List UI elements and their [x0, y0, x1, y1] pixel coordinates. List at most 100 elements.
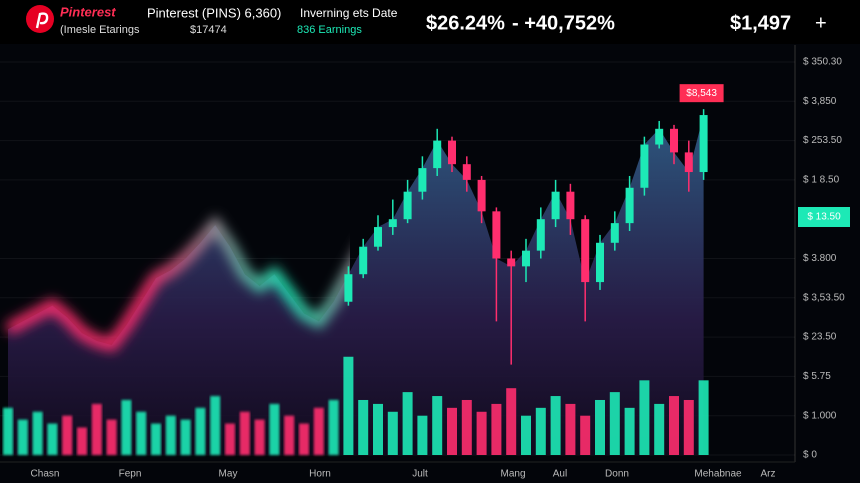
volume-bar	[624, 407, 635, 455]
volume-bar	[195, 407, 206, 455]
y-tick-label: $ 253.50	[803, 135, 842, 146]
candle-body	[625, 187, 634, 224]
volume-bar	[447, 407, 457, 455]
volume-bar	[62, 415, 73, 455]
x-tick-label: May	[219, 469, 238, 480]
candle-body	[448, 140, 456, 165]
volume-bar	[417, 415, 428, 455]
volume-bar	[284, 415, 295, 455]
candle-body	[492, 211, 501, 259]
x-tick-label: Fepn	[119, 469, 142, 480]
x-tick-label: Donn	[605, 469, 629, 480]
volume-bar	[210, 396, 221, 455]
x-tick-label: Jult	[412, 469, 428, 480]
candle-body	[344, 274, 353, 302]
candle-body	[596, 242, 604, 283]
y-tick-label: $ 350.30	[803, 57, 842, 68]
volume-bar	[121, 399, 132, 455]
candle-body	[640, 144, 649, 188]
volume-bar	[343, 356, 354, 455]
volume-bar	[476, 411, 487, 455]
info-sub: 836 Earnings	[297, 24, 362, 36]
volume-bar	[32, 411, 43, 455]
add-button[interactable]: +	[815, 12, 827, 34]
y-tick-label: $ 1 8.50	[803, 175, 840, 186]
volume-bar	[683, 399, 694, 455]
volume-bar	[328, 399, 339, 455]
y-tick-label: $ 3,53.50	[803, 292, 845, 303]
volume-bar	[373, 403, 383, 455]
volume-bar	[491, 403, 502, 455]
x-tick-label: Arz	[761, 469, 776, 480]
volume-bar	[136, 411, 147, 455]
x-tick-label: Mehabnae	[694, 469, 742, 480]
candle-body	[581, 219, 590, 283]
volume-bar	[669, 396, 679, 455]
volume-bar	[432, 396, 443, 455]
volume-bar	[654, 403, 665, 455]
price-tag: $8,543	[686, 88, 717, 99]
candle-body	[359, 246, 368, 275]
volume-bar	[698, 380, 709, 455]
candle-body	[551, 191, 560, 220]
current-tag: $ 13.50	[807, 212, 841, 223]
volume-bar	[639, 380, 650, 455]
candle-body	[536, 219, 545, 251]
ticker-sub: $17474	[190, 24, 227, 36]
volume-bar	[580, 415, 591, 455]
volume-bar	[461, 399, 472, 455]
volume-bar	[151, 423, 161, 455]
volume-bar	[77, 427, 87, 455]
x-tick-label: Chasn	[31, 469, 60, 480]
logo-glyph	[35, 12, 49, 29]
current-tag-bg	[798, 207, 850, 227]
volume-bar	[609, 392, 620, 455]
candle-body	[670, 128, 678, 153]
volume-bar	[565, 403, 576, 455]
y-tick-label: $ 23.50	[803, 332, 837, 343]
candle-body	[507, 258, 516, 267]
brand: Pinterest	[60, 4, 116, 19]
volume-bar	[225, 423, 235, 455]
volume-bar	[91, 403, 102, 455]
volume-bar	[165, 415, 176, 455]
info: Inverning ets Date	[300, 6, 398, 20]
blur-line	[5, 215, 350, 352]
candle-body	[655, 128, 664, 145]
volume-bar	[254, 419, 265, 455]
candle-body	[418, 168, 427, 192]
area	[8, 115, 704, 456]
candle-body	[388, 219, 397, 228]
y-tick-label: $ 1.000	[803, 410, 837, 421]
candle-body	[699, 115, 708, 173]
candle-body	[477, 179, 486, 212]
volume-bar	[47, 423, 58, 455]
candle-body	[403, 191, 412, 220]
stat: - +40,752%	[512, 12, 615, 34]
x-tick-label: Mang	[500, 469, 525, 480]
volume-bar	[269, 403, 280, 455]
volume-bar	[313, 407, 324, 455]
y-tick-label: $ 5.75	[803, 371, 831, 382]
volume-bar	[595, 399, 605, 455]
candle-body	[374, 227, 382, 247]
x-tick-label: Horn	[309, 469, 331, 480]
candle-body	[462, 164, 471, 180]
candle-body	[522, 250, 530, 267]
top-bar	[0, 0, 860, 44]
volume-bar	[550, 396, 561, 455]
volume-bar	[402, 392, 413, 455]
volume-bar	[17, 419, 28, 455]
brand-sub: (Imesle Etarings	[60, 24, 140, 36]
candle-body	[566, 191, 575, 220]
volume-bar	[506, 388, 517, 455]
price: $1,497	[730, 12, 791, 34]
volume-bar	[299, 423, 309, 455]
y-tick-label: $ 0	[803, 450, 817, 461]
candle-body	[684, 152, 693, 173]
volume-bar	[387, 411, 398, 455]
candle-body	[610, 223, 619, 243]
volume-bar	[521, 415, 531, 455]
